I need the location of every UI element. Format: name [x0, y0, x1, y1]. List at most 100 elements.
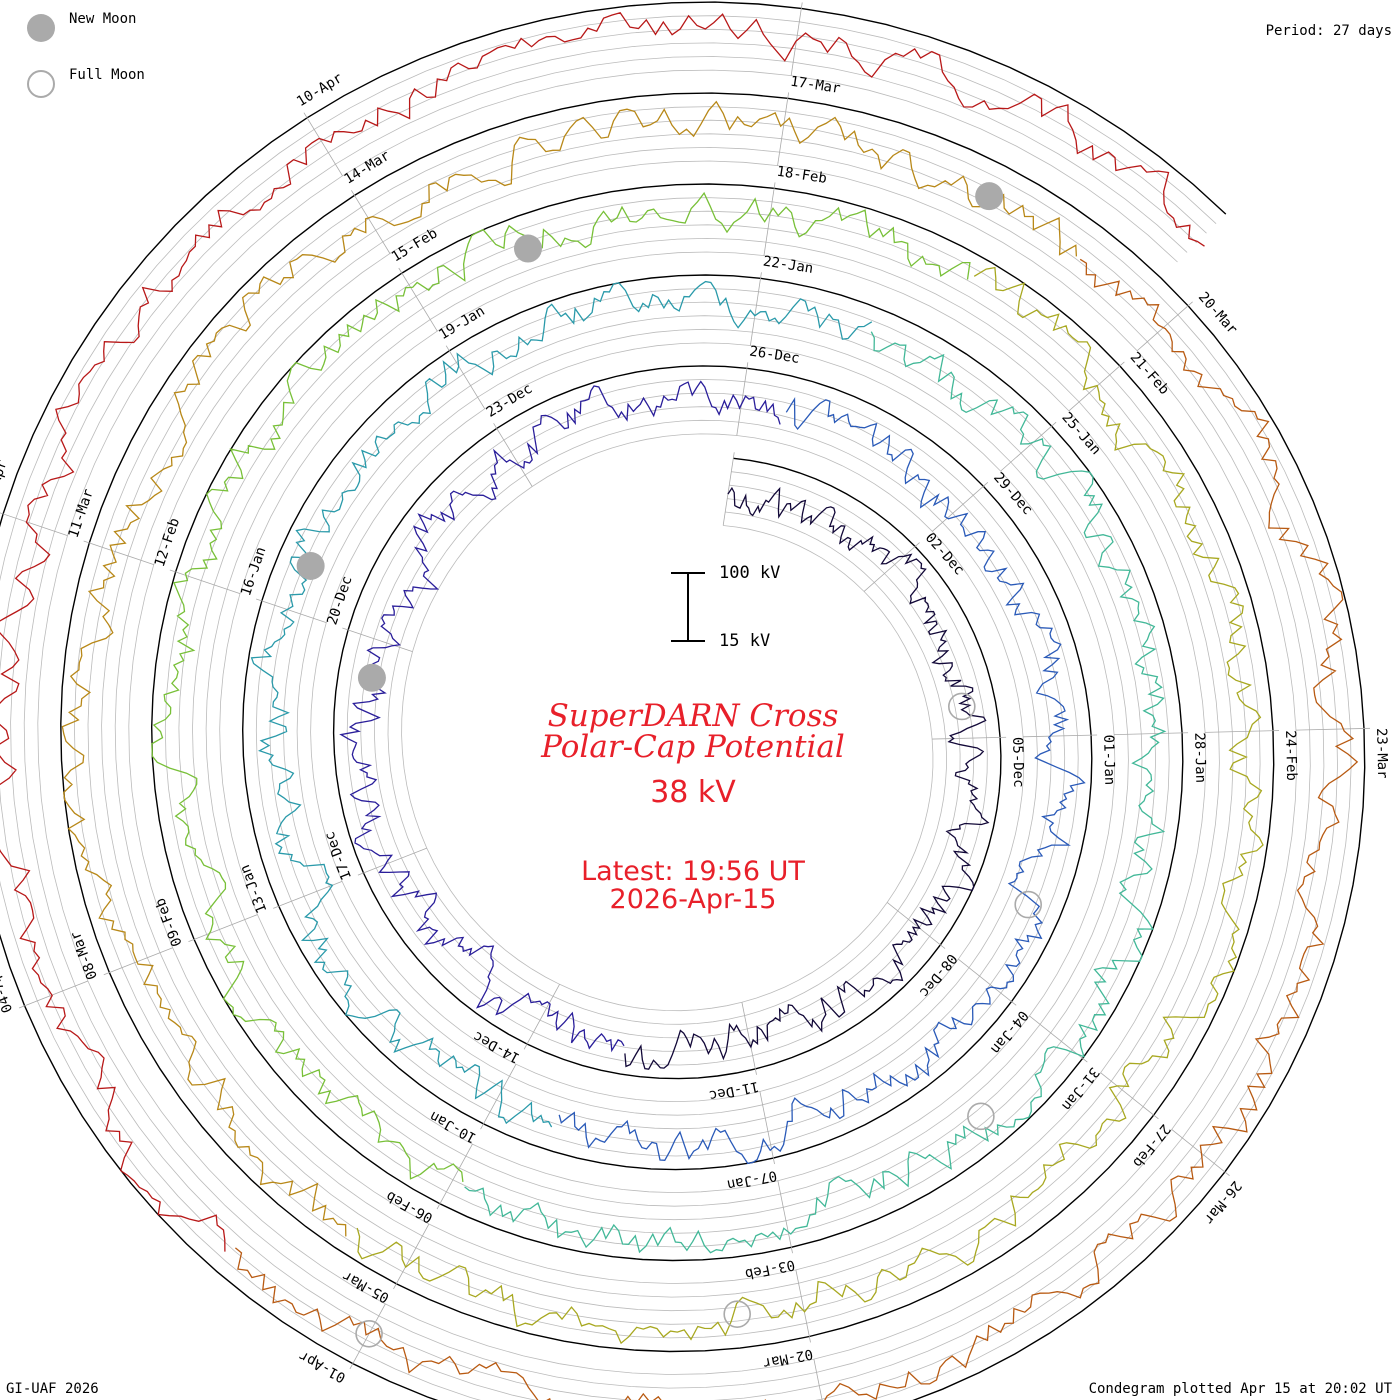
date-label: 10-Jan	[427, 1108, 479, 1146]
date-label: 14-Mar	[341, 148, 393, 188]
day-spoke	[255, 598, 327, 624]
chart-title-line2: Polar-Cap Potential	[541, 729, 845, 765]
potential-trace-segment	[0, 11, 1205, 1252]
date-label: 31-Jan	[1058, 1064, 1102, 1114]
day-spoke	[273, 881, 343, 909]
day-spoke	[813, 1358, 823, 1400]
day-spokes	[0, 2, 1371, 1400]
day-spoke	[1068, 361, 1125, 412]
date-label: 26-Mar	[1200, 1178, 1244, 1228]
date-label: 21-Feb	[1127, 349, 1172, 398]
date-label: 20-Mar	[1195, 289, 1240, 338]
chart-title-line1: SuperDARN Cross	[547, 698, 839, 734]
plotted-label: Condegram plotted Apr 15 at 20:02 UT	[1088, 1381, 1392, 1397]
day-spoke	[523, 984, 560, 1050]
new-moon-marker	[357, 663, 386, 692]
day-spoke	[0, 512, 68, 536]
date-label: 12-Feb	[152, 516, 183, 569]
day-spoke	[303, 112, 343, 177]
full-moon-marker	[723, 1300, 751, 1328]
day-spoke	[863, 542, 920, 592]
day-spoke	[759, 1091, 775, 1165]
date-label: 24-Feb	[1282, 730, 1299, 781]
full-moon-marker	[355, 1319, 383, 1348]
date-label: 15-Feb	[389, 225, 441, 265]
legend-new-moon-label: New Moon	[69, 11, 137, 27]
new-moon-icon	[27, 14, 55, 42]
day-spoke	[480, 1064, 517, 1130]
day-spoke	[1171, 1129, 1230, 1176]
day-spoke	[1023, 734, 1098, 738]
day-spoke	[18, 980, 89, 1009]
day-spoke	[398, 267, 438, 332]
day-spoke	[357, 847, 427, 876]
day-spoke	[749, 272, 762, 346]
day-spoke	[736, 362, 749, 436]
new-moon-marker	[975, 182, 1004, 211]
date-label: 23-Mar	[1373, 728, 1390, 779]
scale-bottom-label: 15 kV	[719, 631, 771, 651]
date-label: 11-Mar	[66, 487, 97, 540]
date-label: 29-Dec	[990, 470, 1035, 519]
full-moon-marker	[948, 692, 976, 721]
day-spoke	[932, 482, 989, 532]
potential-trace-segment	[151, 191, 971, 1182]
day-spoke	[886, 902, 946, 949]
day-spoke	[1114, 732, 1189, 735]
date-label: 17-Mar	[789, 74, 841, 97]
day-spoke	[103, 947, 173, 976]
day-spoke	[777, 92, 790, 166]
legend-full-moon-label: Full Moon	[69, 67, 145, 83]
day-spoke	[1000, 421, 1057, 472]
date-label: 19-Jan	[436, 303, 488, 343]
day-spoke	[351, 190, 391, 254]
scale-bar	[671, 572, 705, 642]
potential-trace-segment	[250, 280, 873, 1128]
day-spoke	[1296, 727, 1371, 731]
potential-trace-segment	[356, 266, 1264, 1345]
grid-spiral	[23, 56, 1311, 1389]
day-spoke	[795, 1269, 811, 1343]
day-spoke	[932, 736, 1007, 740]
credit-label: GI-UAF 2026	[6, 1381, 99, 1397]
period-label: Period: 27 days	[1265, 23, 1392, 39]
date-label: 07-Jan	[726, 1167, 779, 1193]
potential-trace-segment	[61, 100, 1078, 1237]
grid-spiral	[0, 15, 1352, 1400]
potential-trace-segment	[558, 396, 1086, 1165]
date-label: 01-Apr	[296, 1347, 348, 1385]
moon-markers	[296, 182, 1043, 1348]
grid-spiral	[0, 28, 1338, 1400]
day-spoke	[342, 627, 413, 653]
day-spoke	[445, 345, 486, 410]
date-label: 04-Apr	[0, 962, 16, 1015]
day-spoke	[790, 2, 803, 76]
grid-rings	[0, 1, 1366, 1400]
new-moon-marker	[296, 551, 325, 580]
legend-new-moon: New Moon	[27, 11, 137, 42]
day-spoke	[188, 914, 258, 942]
date-label: 02-Mar	[762, 1345, 815, 1371]
day-spoke	[958, 958, 1017, 1006]
date-label: 22-Jan	[762, 254, 814, 277]
potential-trace-segment	[234, 258, 1359, 1400]
full-moon-icon	[27, 70, 55, 98]
potential-trace-segment	[624, 486, 990, 1070]
day-spoke	[777, 1180, 793, 1254]
date-label: 11-Dec	[708, 1078, 761, 1104]
day-spoke	[1136, 301, 1193, 352]
day-spoke	[741, 1002, 757, 1075]
date-label: 27-Feb	[1129, 1121, 1173, 1171]
date-label: 26-Dec	[748, 344, 800, 367]
day-spoke	[763, 182, 776, 256]
legend-full-moon: Full Moon	[27, 67, 145, 98]
day-spoke	[436, 1143, 473, 1210]
grid-spiral	[10, 42, 1325, 1400]
current-value: 38 kV	[650, 775, 736, 810]
new-moon-marker	[513, 234, 542, 263]
date-label: 08-Dec	[916, 950, 960, 1000]
date-label: 04-Jan	[987, 1007, 1031, 1057]
date-label: 03-Feb	[744, 1256, 797, 1282]
day-spoke	[349, 1303, 386, 1370]
